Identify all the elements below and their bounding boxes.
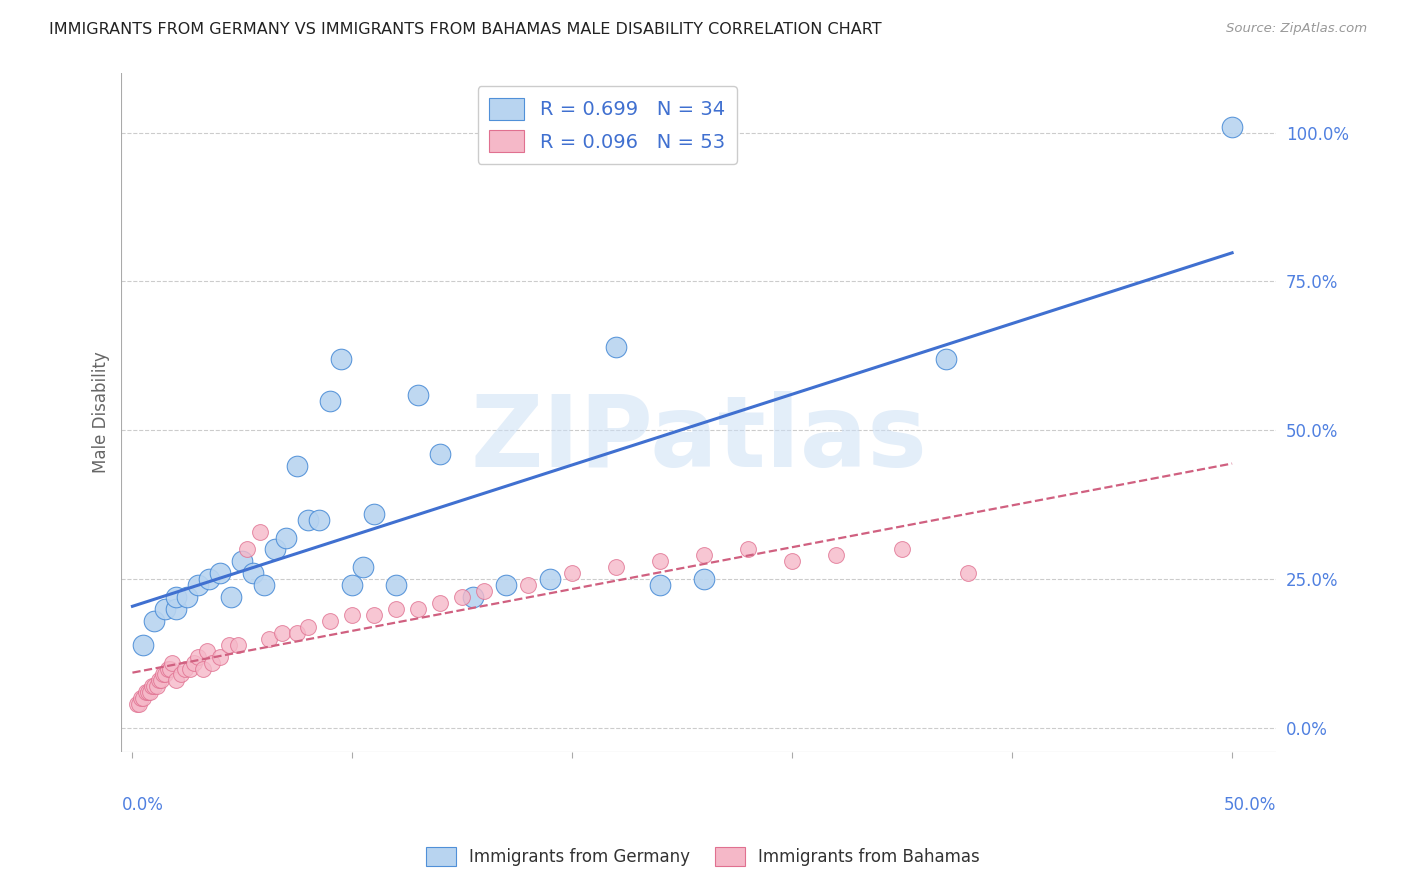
Point <box>342 607 364 622</box>
Point <box>159 661 181 675</box>
Point <box>187 578 209 592</box>
Point <box>132 691 155 706</box>
Point <box>209 566 232 581</box>
Point <box>165 590 187 604</box>
Point <box>249 524 271 539</box>
Point <box>650 554 672 568</box>
Point <box>561 566 583 581</box>
Point <box>935 351 957 366</box>
Point <box>236 542 259 557</box>
Text: Source: ZipAtlas.com: Source: ZipAtlas.com <box>1226 22 1367 36</box>
Point <box>128 698 150 712</box>
Point <box>183 656 205 670</box>
Point <box>148 673 170 688</box>
Point <box>1220 120 1243 134</box>
Point <box>385 602 408 616</box>
Point <box>429 447 451 461</box>
Point <box>135 685 157 699</box>
Point <box>463 590 485 604</box>
Point <box>242 566 264 581</box>
Point <box>495 578 517 592</box>
Point <box>363 507 385 521</box>
Point <box>330 351 353 366</box>
Point <box>408 387 430 401</box>
Point <box>538 572 561 586</box>
Point <box>472 584 495 599</box>
Point <box>155 667 177 681</box>
Point <box>231 554 253 568</box>
Point <box>198 572 221 586</box>
Text: IMMIGRANTS FROM GERMANY VS IMMIGRANTS FROM BAHAMAS MALE DISABILITY CORRELATION C: IMMIGRANTS FROM GERMANY VS IMMIGRANTS FR… <box>49 22 882 37</box>
Point <box>319 614 342 628</box>
Point <box>257 632 280 646</box>
Point <box>143 614 166 628</box>
Point <box>129 691 152 706</box>
Point <box>825 549 848 563</box>
Point <box>141 680 163 694</box>
Point <box>891 542 914 557</box>
Point <box>605 340 627 354</box>
Point <box>385 578 408 592</box>
Point <box>693 549 716 563</box>
Point <box>408 602 430 616</box>
Point <box>297 513 319 527</box>
Legend: R = 0.699   N = 34, R = 0.096   N = 53: R = 0.699 N = 34, R = 0.096 N = 53 <box>478 87 737 164</box>
Y-axis label: Male Disability: Male Disability <box>93 351 110 474</box>
Text: ZIPatlas: ZIPatlas <box>471 391 927 488</box>
Point <box>319 393 342 408</box>
Point <box>174 661 197 675</box>
Point <box>957 566 980 581</box>
Point <box>271 625 294 640</box>
Point <box>287 458 309 473</box>
Point <box>165 602 187 616</box>
Point <box>195 643 218 657</box>
Point <box>253 578 276 592</box>
Point <box>136 685 159 699</box>
Point <box>150 673 173 688</box>
Point <box>179 661 201 675</box>
Point <box>145 680 167 694</box>
Point <box>451 590 474 604</box>
Point <box>176 590 198 604</box>
Point <box>342 578 364 592</box>
Point <box>125 698 148 712</box>
Point <box>276 531 298 545</box>
Point <box>429 596 451 610</box>
Point <box>143 680 166 694</box>
Point <box>264 542 287 557</box>
Point <box>201 656 224 670</box>
Point <box>152 667 174 681</box>
Point <box>363 607 385 622</box>
Point <box>187 649 209 664</box>
Point <box>218 638 240 652</box>
Point <box>191 661 214 675</box>
Point <box>352 560 374 574</box>
Point <box>605 560 627 574</box>
Point <box>780 554 803 568</box>
Legend: Immigrants from Germany, Immigrants from Bahamas: Immigrants from Germany, Immigrants from… <box>419 840 987 873</box>
Point <box>650 578 672 592</box>
Point <box>737 542 759 557</box>
Point <box>209 649 232 664</box>
Point <box>287 625 309 640</box>
Point <box>308 513 330 527</box>
Text: 50.0%: 50.0% <box>1223 796 1277 814</box>
Point <box>517 578 540 592</box>
Point <box>156 661 179 675</box>
Point <box>165 673 187 688</box>
Text: 0.0%: 0.0% <box>121 796 163 814</box>
Point <box>693 572 716 586</box>
Point <box>139 685 162 699</box>
Point <box>155 602 177 616</box>
Point <box>170 667 193 681</box>
Point <box>132 638 155 652</box>
Point <box>221 590 243 604</box>
Point <box>160 656 183 670</box>
Point <box>297 620 319 634</box>
Point <box>226 638 249 652</box>
